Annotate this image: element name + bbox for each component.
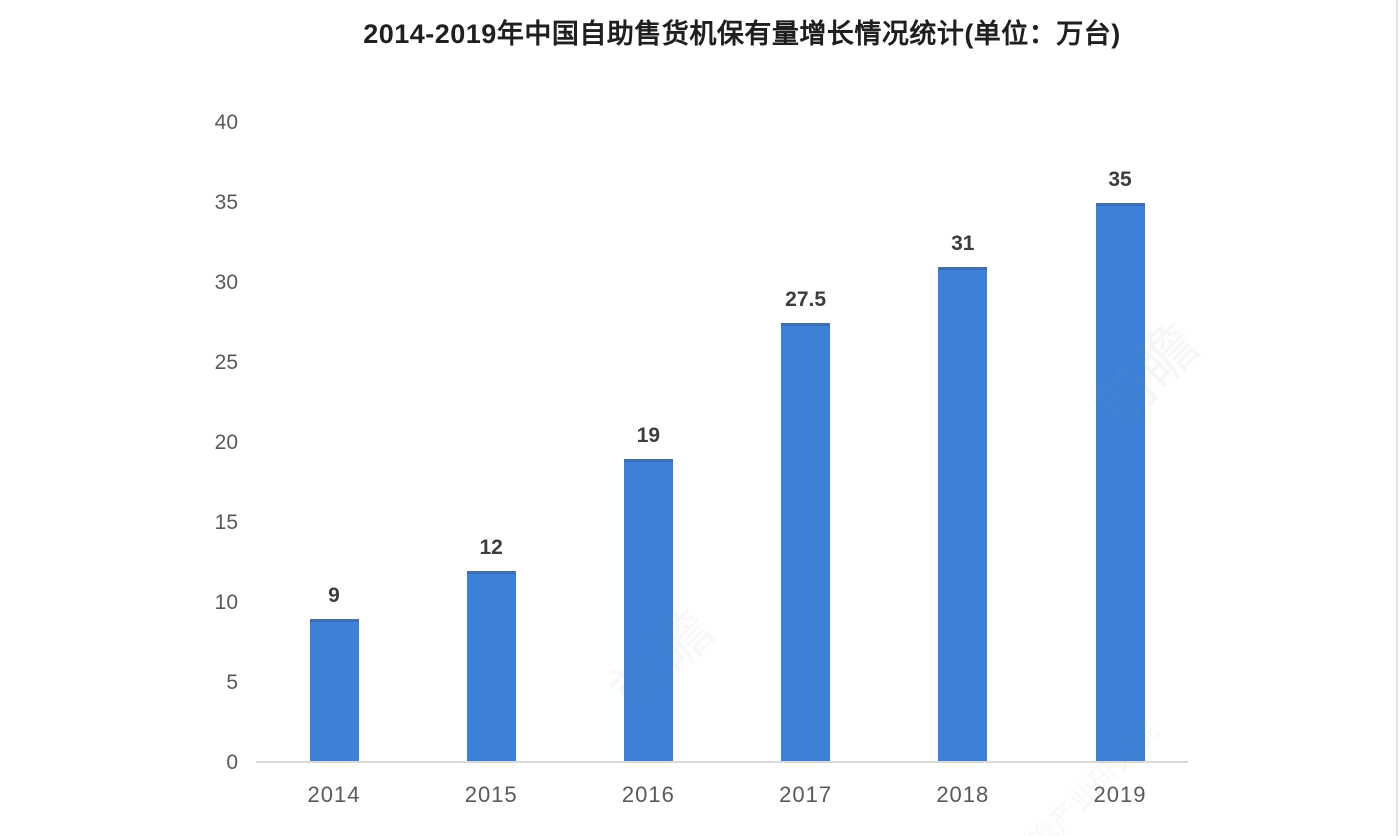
bar-value-label: 9 — [328, 584, 340, 607]
x-axis-tick-label: 2017 — [779, 782, 833, 807]
x-axis-tick-label: 2015 — [464, 782, 518, 807]
x-axis-tick-label: 2018 — [936, 782, 990, 807]
y-axis-tick-label: 20 — [214, 431, 238, 454]
y-axis-tick-label: 35 — [214, 191, 238, 214]
bar-value-label: 12 — [479, 536, 503, 559]
bar — [309, 619, 359, 763]
bar-value-label: 31 — [951, 232, 975, 255]
bar — [623, 459, 673, 763]
x-axis-tick-label: 2016 — [621, 782, 675, 807]
y-axis-tick-label: 30 — [214, 271, 238, 294]
y-axis-tick-label: 15 — [214, 511, 238, 534]
bar — [781, 323, 831, 763]
y-axis-tick-label: 25 — [214, 351, 238, 374]
bar — [466, 571, 516, 763]
y-axis-tick-label: 10 — [214, 591, 238, 614]
chart-title: 2014-2019年中国自助售货机保有量增长情况统计(单位：万台) — [363, 19, 1121, 49]
bar-value-label: 35 — [1108, 168, 1132, 191]
x-axis-tick-label: 2014 — [307, 782, 361, 807]
bar — [1095, 203, 1145, 763]
bar-value-label: 19 — [636, 424, 661, 447]
bar — [938, 267, 988, 763]
x-axis-tick-label: 2019 — [1093, 782, 1147, 807]
x-axis-line — [256, 761, 1188, 763]
y-axis-tick-label: 0 — [226, 751, 238, 774]
y-axis-tick-label: 40 — [214, 111, 238, 134]
bar-value-label: 27.5 — [785, 288, 827, 311]
y-axis-tick-label: 5 — [226, 671, 238, 694]
image-edge-line — [1396, 0, 1398, 836]
